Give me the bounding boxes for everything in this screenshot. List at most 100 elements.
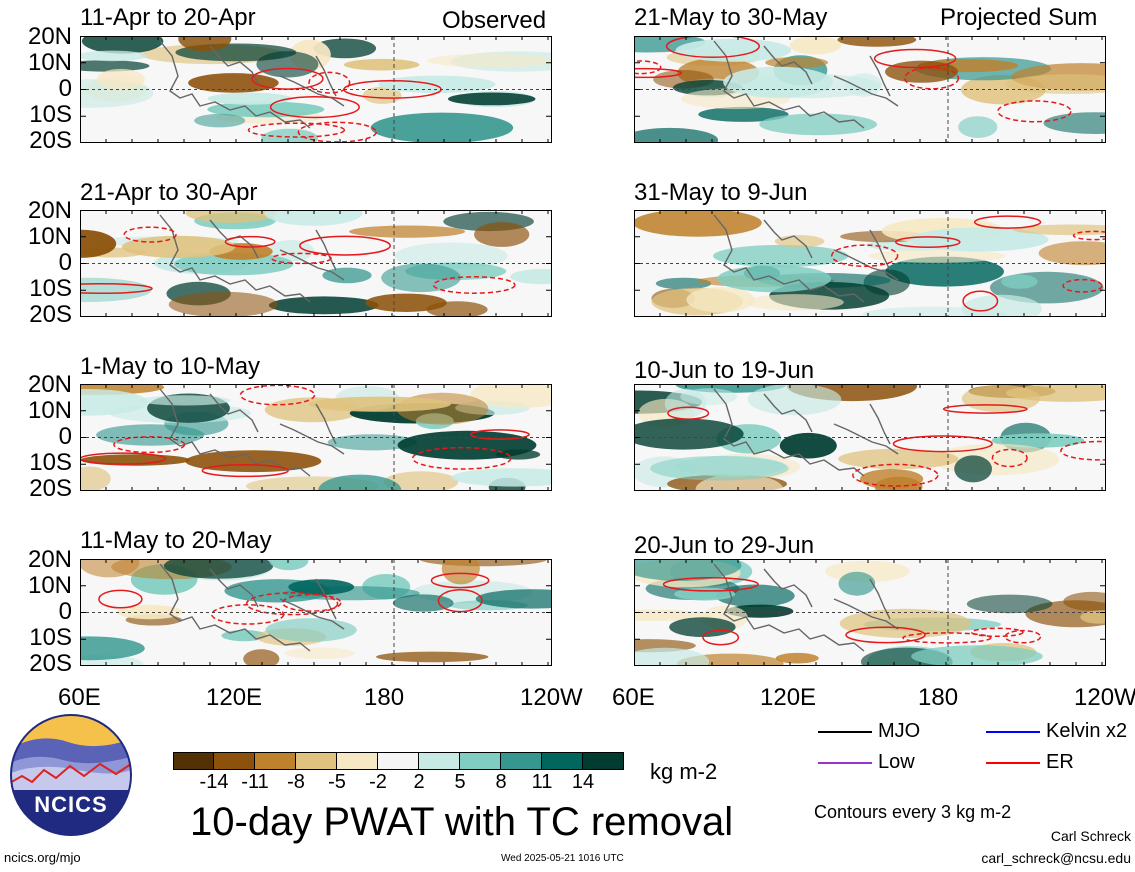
er-contour [80,282,153,295]
footer-email: carl_schreck@ncsu.edu [981,850,1131,866]
coastline [713,388,899,477]
colorbar-cell [460,752,501,770]
er-contour [991,448,1028,468]
colorbar-cell [378,752,419,770]
colorbar-cell [542,752,583,770]
pwat-anomaly-blob [759,113,878,136]
colorbar-label: -14 [199,771,229,793]
panel-frame [80,384,552,491]
panel-2-title: 21-May to 30-May [634,4,828,31]
lat-label: 20S [29,301,72,328]
map-panel-1 [80,36,552,143]
colorbar-label: -11 [241,771,269,793]
lon-label-right-120w: 120W [1074,685,1135,711]
pwat-anomaly-blob [268,296,379,315]
map-panel-8 [634,559,1106,666]
pwat-anomaly-blob [207,92,293,105]
colorbar-units: kg m-2 [650,759,718,784]
pwat-anomaly-blob [747,384,842,416]
lat-label: 0 [58,249,72,276]
lat-label: 10S [29,449,72,476]
colorbar-label: 5 [454,771,466,793]
pwat-anomaly-blob [911,645,1043,666]
pwat-anomaly-blob [80,389,148,416]
er-contour [299,235,391,256]
pwat-anomaly-blob [1043,112,1106,134]
pwat-anomaly-blob [269,559,309,571]
er-contour [308,71,351,94]
er-contour [845,626,926,644]
pwat-anomaly-blob [376,651,489,663]
pwat-anomaly-blob [1080,610,1106,624]
er-contour [634,60,662,75]
er-contour [962,290,999,312]
pwat-anomaly-blob [713,244,849,268]
er-contour [634,67,683,79]
legend-line-low [818,762,872,764]
pwat-anomaly-blob [675,38,792,62]
er-contour [470,429,530,440]
colorbar-label: -8 [287,771,305,793]
panel-frame [634,559,1106,666]
pwat-anomaly-blob [634,418,744,450]
pwat-anomaly-blob [1005,384,1106,402]
pwat-anomaly-blob [256,51,319,78]
panel-frame [80,36,552,143]
legend-note: Contours every 3 kg m-2 [814,802,1012,822]
er-contour [269,95,360,119]
pwat-anomaly-blob [698,106,789,122]
pwat-anomaly-blob [265,618,357,642]
map-panel-4 [634,210,1106,317]
pwat-anomaly-blob [664,388,707,419]
pwat-anomaly-blob [447,92,536,106]
panel-frame [634,210,1106,317]
er-contour [224,235,276,248]
map-panel-7 [80,559,552,666]
panel-5-title: 1-May to 10-May [80,353,261,380]
er-contour [98,589,143,609]
lat-label: 20N [27,23,72,50]
er-contour [662,576,759,592]
pwat-anomaly-blob [634,210,762,237]
pwat-anomaly-blob [96,68,145,90]
pwat-anomaly-blob [669,617,736,637]
lat-label: 10N [27,49,72,76]
pwat-anomaly-blob [634,647,710,666]
er-contour [251,67,324,90]
er-contour [902,632,992,644]
colorbar-label: 8 [495,771,507,793]
pwat-anomaly-blob [845,73,883,97]
pwat-anomaly-blob [958,116,998,138]
pwat-anomaly-blob [394,242,508,270]
panel-1-title: 11-Apr to 20-Apr [80,4,256,31]
pwat-anomaly-blob [789,36,842,55]
pwat-anomaly-blob [474,222,530,247]
lat-label: 10N [27,397,72,424]
pwat-anomaly-blob [308,396,451,412]
pwat-anomaly-blob [284,647,355,659]
colorbar-cell [214,752,255,770]
pwat-anomaly-blob [885,256,1004,287]
pwat-anomaly-blob [1063,591,1106,611]
panel-frame [80,559,552,666]
er-contour [973,215,1042,229]
colorbar-label: 2 [413,771,425,793]
pwat-anomaly-blob [426,53,552,68]
pwat-anomaly-blob [168,291,278,317]
pwat-anomaly-blob [496,449,541,460]
pwat-anomaly-blob [1013,224,1106,236]
lat-label: 10N [27,572,72,599]
pwat-anomaly-blob [264,210,363,226]
map-panel-6 [634,384,1106,491]
pwat-anomaly-blob [510,269,552,285]
pwat-anomaly-blob [178,36,232,52]
er-contour [997,100,1072,123]
pwat-anomaly-blob [80,229,117,258]
lat-label: 20N [27,546,72,573]
er-contour [271,252,332,265]
map-panel-5 [80,384,552,491]
panel-2-header: Projected Sum [940,4,1098,31]
er-contour [1072,230,1106,241]
lon-label-left-60e: 60E [58,684,101,711]
lat-label: 10S [29,101,72,128]
